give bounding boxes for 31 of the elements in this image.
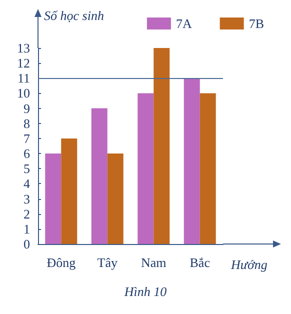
y-tick-label: 2 xyxy=(24,206,30,222)
text: Hình 10 xyxy=(123,284,168,299)
bar xyxy=(200,93,216,244)
bar xyxy=(91,108,108,244)
y-tick-label: 4 xyxy=(24,176,30,192)
y-tick-label: 5 xyxy=(24,161,30,176)
y-tick-label: 8 xyxy=(24,116,30,131)
y-tick-label: 13 xyxy=(17,40,30,56)
y-tick-label: 11 xyxy=(17,70,30,86)
y-tick-label: 3 xyxy=(24,191,30,206)
x-tick-label: Nam xyxy=(140,255,166,270)
x-tick-label: Bắc xyxy=(190,255,210,270)
x-tick-label: Tây xyxy=(97,255,118,270)
bar xyxy=(45,154,62,244)
bar xyxy=(61,138,78,244)
y-tick-label: 1 xyxy=(24,221,30,236)
bar xyxy=(138,93,154,244)
bar xyxy=(184,78,200,244)
legend-label: 7A xyxy=(176,16,192,31)
x-axis-title: Hướng xyxy=(230,257,268,272)
bar xyxy=(107,154,124,244)
bar xyxy=(154,48,170,244)
legend-label: 7B xyxy=(248,16,264,31)
y-tick-label: 10 xyxy=(17,86,30,101)
y-tick-label: 0 xyxy=(24,236,30,252)
y-tick-label: 7 xyxy=(24,130,30,146)
y-tick-label: 9 xyxy=(24,100,30,116)
y-tick-label: 6 xyxy=(24,146,30,162)
y-tick-label: 12 xyxy=(17,56,30,71)
x-tick-label: Đông xyxy=(46,255,76,270)
y-axis-title: Số học sinh xyxy=(44,8,104,23)
